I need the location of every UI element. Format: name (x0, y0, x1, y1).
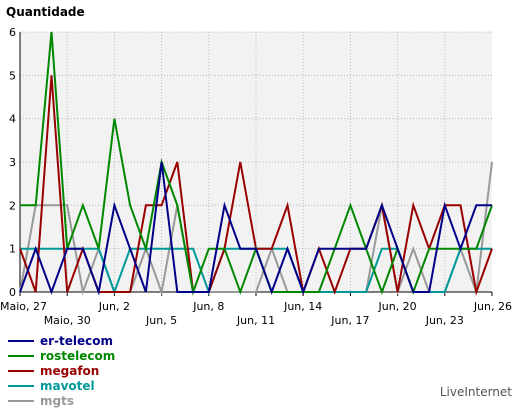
series-lines (19, 31, 493, 296)
legend-item-er-telecom: er-telecom (8, 333, 115, 348)
legend-item-megafon: megafon (8, 363, 115, 378)
brand-label: LiveInternet (439, 385, 512, 399)
y-tick-label: 5 (9, 69, 16, 82)
legend-swatch (8, 369, 34, 372)
series-line-er-telecom (19, 161, 492, 296)
x-tick-label: Jun, 14 (283, 300, 322, 313)
y-tick-label: 1 (9, 243, 16, 256)
x-tick-label: Jun, 11 (236, 314, 275, 327)
legend-swatch (8, 384, 34, 387)
x-tick-label: Maio, 27 (0, 300, 47, 313)
x-tick-label: Jun, 17 (330, 314, 369, 327)
legend-swatch (8, 354, 34, 357)
legend-label: er-telecom (40, 333, 114, 348)
legend-label: megafon (40, 363, 100, 378)
legend-label: rostelecom (40, 348, 116, 363)
legend-label: mavotel (40, 378, 95, 393)
y-tick-label: 3 (9, 156, 16, 169)
x-tick-label: Jun, 26 (473, 300, 512, 313)
legend-label: mgts (40, 393, 74, 408)
legend: er-telecom rostelecom megafon mavotel mg… (8, 333, 115, 408)
legend-item-mgts: mgts (8, 393, 115, 408)
y-tick-label: 0 (9, 286, 16, 299)
x-tick-label: Jun, 8 (192, 300, 224, 313)
y-tick-labels: 0 1 2 3 4 5 6 (9, 26, 16, 299)
legend-swatch (8, 339, 34, 342)
legend-item-rostelecom: rostelecom (8, 348, 115, 363)
x-tick-label: Jun, 23 (425, 314, 464, 327)
x-tick-label: Jun, 5 (145, 314, 177, 327)
x-tick-label: Jun, 2 (98, 300, 130, 313)
y-axis-label: Quantidade (6, 5, 85, 19)
legend-item-mavotel: mavotel (8, 378, 115, 393)
y-tick-label: 4 (9, 113, 16, 126)
x-tick-label: Maio, 30 (44, 314, 91, 327)
y-tick-label: 2 (9, 199, 16, 212)
y-tick-label: 6 (9, 26, 16, 39)
legend-swatch (8, 399, 34, 402)
x-tick-label: Jun, 20 (378, 300, 417, 313)
